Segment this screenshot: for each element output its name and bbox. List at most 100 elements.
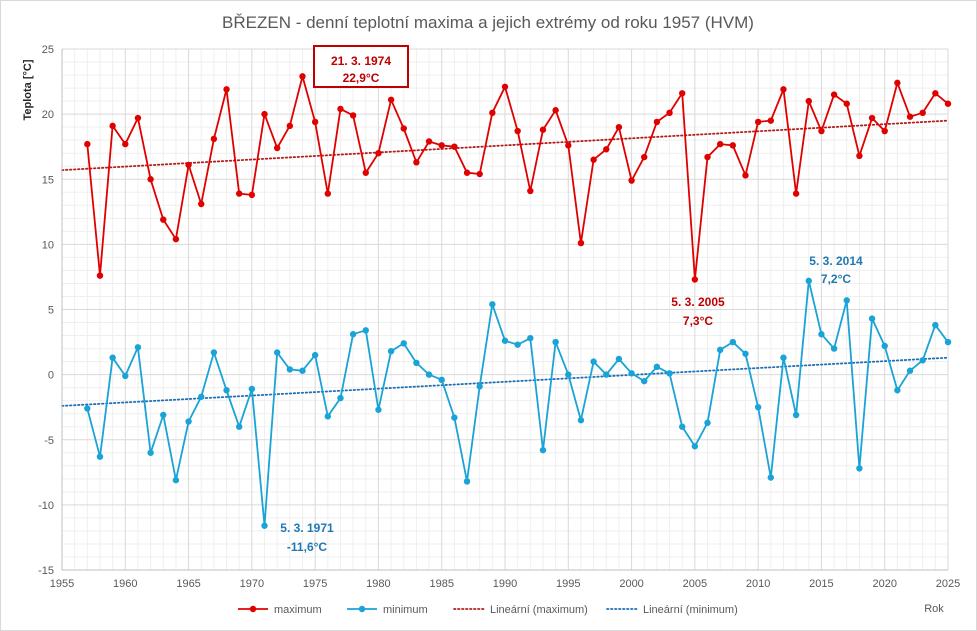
maximum-point (565, 142, 572, 149)
maximum-point (691, 276, 699, 283)
maximum-point (451, 143, 458, 150)
minimum-point (843, 297, 850, 304)
x-tick-label: 1975 (303, 578, 327, 590)
minimum-point (527, 334, 534, 342)
minimum-point (349, 331, 357, 338)
minimum-point (273, 349, 281, 356)
minimum-point (400, 340, 407, 347)
minimum-point (198, 393, 205, 400)
maximum-point (134, 114, 142, 122)
x-tick-label: 1955 (50, 578, 74, 590)
minimum-point (451, 414, 458, 421)
maximum-point (552, 107, 559, 114)
maximum-point (628, 177, 635, 184)
annotation-value: 7,2°C (821, 272, 851, 286)
minimum-point (565, 371, 572, 378)
maximum-point (615, 123, 623, 131)
maximum-point (742, 172, 749, 179)
minimum-point (185, 418, 192, 425)
minimum-point (679, 423, 686, 430)
maximum-point (185, 161, 192, 169)
minimum-point (881, 342, 888, 350)
y-tick-label: 10 (42, 239, 54, 251)
minimum-point (223, 387, 230, 394)
maximum-point (603, 146, 610, 153)
minimum-point (729, 338, 737, 346)
minimum-point (615, 355, 623, 363)
x-tick-label: 1985 (429, 578, 453, 590)
maximum-point (767, 117, 774, 124)
y-tick-label: 5 (48, 305, 54, 317)
x-tick-label: 1970 (240, 578, 264, 590)
legend-item: Lineární (minimum) (606, 604, 738, 616)
maximum-point (754, 118, 762, 126)
maximum-point (463, 169, 471, 176)
minimum-point (641, 377, 648, 385)
maximum-point (210, 135, 218, 143)
minimum-point (84, 405, 91, 412)
maximum-point (830, 91, 838, 98)
maximum-point (653, 118, 661, 126)
annotation-date: 5. 3. 1971 (280, 521, 334, 535)
maximum-point (856, 152, 863, 160)
maximum-point (311, 118, 319, 126)
minimum-point (577, 417, 585, 424)
maximum-point (438, 142, 445, 149)
minimum-point (590, 358, 597, 365)
maximum-point (843, 100, 850, 107)
x-tick-label: 1990 (493, 578, 517, 590)
minimum-point (286, 366, 294, 373)
maximum-point (527, 187, 534, 195)
y-tick-label: 20 (42, 109, 54, 121)
minimum-point (666, 370, 673, 377)
maximum-point (362, 169, 369, 176)
maximum-point (273, 144, 281, 152)
legend-label: minimum (383, 604, 428, 616)
minimum-point (919, 357, 926, 364)
x-tick-label: 1965 (176, 578, 200, 590)
minimum-point (476, 383, 483, 390)
maximum-point (413, 159, 420, 166)
legend-label: Lineární (minimum) (643, 604, 738, 616)
x-tick-label: 2000 (619, 578, 643, 590)
minimum-point (311, 351, 319, 359)
x-tick-label: 2025 (936, 578, 960, 590)
maximum-point (805, 97, 812, 105)
maximum-point (818, 127, 825, 135)
maximum-point (729, 142, 737, 149)
minimum-point (96, 453, 104, 460)
legend-marker (358, 605, 366, 613)
y-tick-label: -15 (38, 565, 54, 577)
maximum-point (489, 109, 496, 117)
minimum-point (603, 371, 610, 378)
maximum-point (906, 113, 914, 120)
x-tick-label: 2010 (746, 578, 770, 590)
minimum-point (856, 465, 863, 472)
maximum-point (792, 190, 800, 197)
y-tick-label: 25 (42, 44, 54, 56)
minimum-point (691, 443, 699, 450)
annotation-date: 21. 3. 1974 (331, 54, 391, 68)
minimum-point (248, 385, 256, 393)
minimum-point (463, 478, 471, 485)
minimum-point (147, 449, 154, 456)
maximum-point (932, 90, 939, 97)
annotation-date: 5. 3. 2014 (809, 254, 863, 268)
minimum-point (868, 315, 876, 322)
minimum-point (552, 338, 559, 346)
minimum-point (122, 372, 129, 380)
minimum-point (653, 363, 661, 371)
maximum-point (894, 79, 901, 87)
maximum-point (919, 109, 926, 117)
minimum-point (514, 341, 521, 348)
maximum-point (324, 190, 331, 197)
maximum-point (666, 109, 673, 117)
minimum-point (109, 354, 116, 361)
y-axis-title: Teplota [°C] (22, 59, 34, 120)
maximum-point (236, 190, 243, 197)
maximum-point (172, 235, 180, 243)
minimum-point (792, 411, 800, 419)
x-tick-label: 1960 (113, 578, 137, 590)
maximum-point (590, 156, 597, 163)
maximum-point (577, 239, 585, 247)
